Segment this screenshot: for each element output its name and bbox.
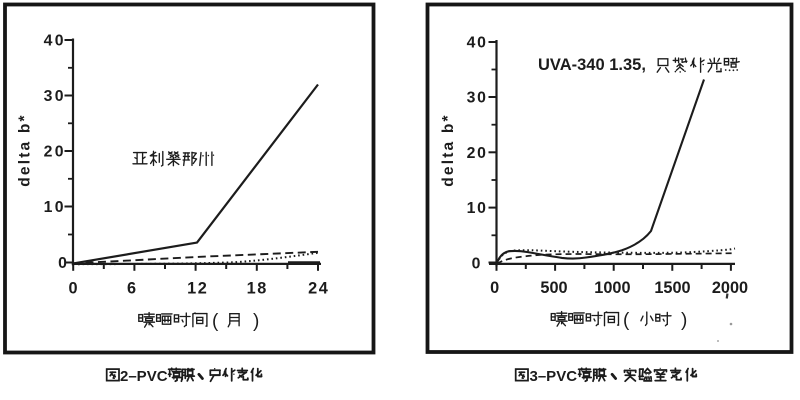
svg-text:delta b*: delta b* <box>17 113 34 187</box>
svg-text:0: 0 <box>472 256 481 273</box>
svg-text:12: 12 <box>187 279 207 297</box>
svg-text:delta b*: delta b* <box>440 113 457 187</box>
svg-text:1500: 1500 <box>654 279 690 297</box>
svg-text:): ) <box>253 311 259 332</box>
svg-text:40: 40 <box>467 35 487 52</box>
svg-text:30: 30 <box>467 90 487 107</box>
svg-text:500: 500 <box>540 279 567 297</box>
svg-text:20: 20 <box>467 145 487 162</box>
svg-text:0: 0 <box>58 255 67 272</box>
svg-text:2000: 2000 <box>712 279 748 297</box>
svg-text:(: ( <box>623 310 630 331</box>
svg-text:): ) <box>681 310 687 331</box>
svg-text:1000: 1000 <box>594 279 630 297</box>
svg-text:10: 10 <box>467 200 487 217</box>
svg-text:24: 24 <box>308 279 328 297</box>
svg-text:(: ( <box>212 311 219 332</box>
svg-text:6: 6 <box>127 279 136 297</box>
svg-text:0: 0 <box>68 279 77 297</box>
svg-text:UVA-340 1.35,: UVA-340 1.35, <box>538 56 646 74</box>
svg-text:2–PVC: 2–PVC <box>120 368 168 385</box>
svg-text:18: 18 <box>247 279 267 297</box>
svg-text:0: 0 <box>490 279 499 297</box>
svg-text:3–PVC: 3–PVC <box>530 368 578 385</box>
